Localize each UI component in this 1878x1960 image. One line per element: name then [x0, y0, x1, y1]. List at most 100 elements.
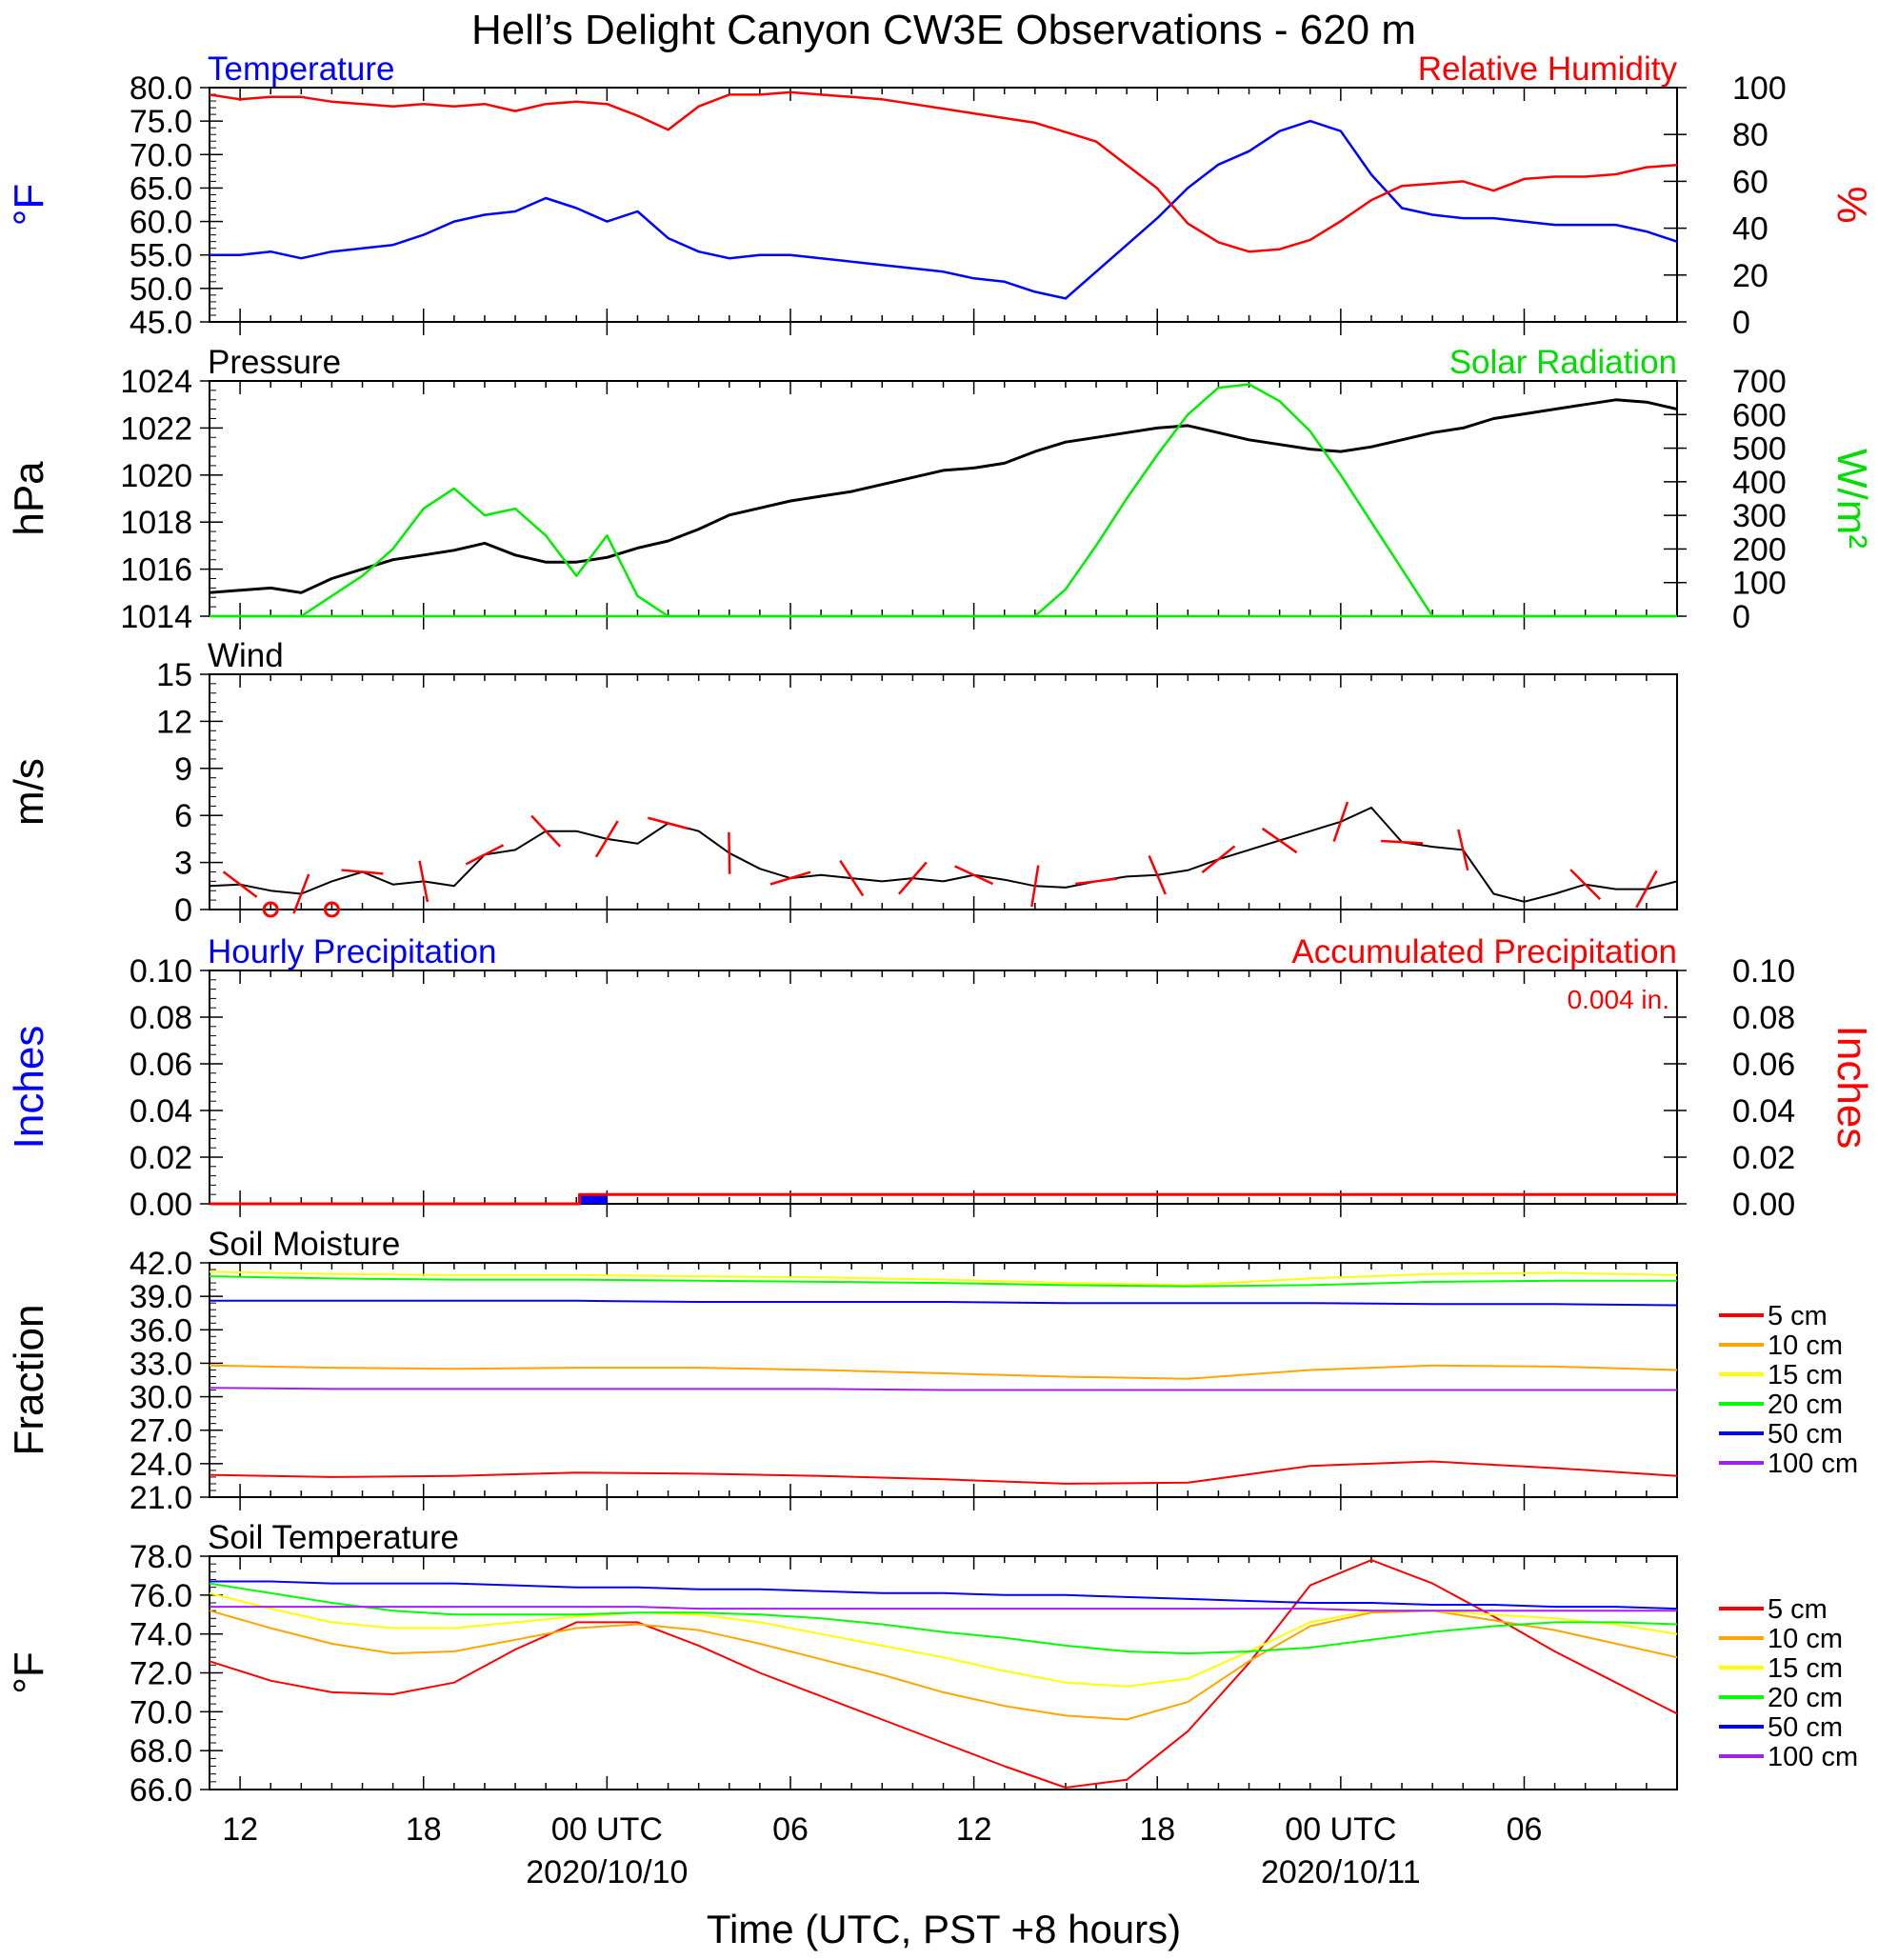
y-tick-label-right: 20: [1732, 258, 1768, 294]
wind-barb: [1569, 869, 1602, 901]
y-tick-label-left: 68.0: [130, 1733, 192, 1770]
y-tick-label-right: 400: [1732, 465, 1787, 501]
y-tick-label-left: 1022: [120, 410, 192, 447]
soil-series-line: [209, 1364, 1678, 1380]
soil-series-line: [209, 1275, 1677, 1288]
y-tick-label-left: 12: [156, 704, 192, 740]
y-tick-label-left: 0: [174, 892, 192, 929]
y-axis-label-left: °F: [6, 184, 52, 226]
y-tick-label-left: 6: [174, 798, 192, 834]
wind-barb: [1075, 877, 1118, 886]
x-tick-label: 06: [772, 1811, 809, 1848]
panel-frame: [209, 673, 1678, 923]
y-tick-label-right: 300: [1732, 498, 1787, 534]
y-tick-label-right: 0.04: [1732, 1093, 1795, 1130]
y-tick-label-left: 30.0: [130, 1380, 192, 1416]
wind-speed-line: [209, 807, 1678, 903]
y-tick-label-right: 0: [1732, 599, 1750, 635]
legend-label: 15 cm: [1768, 1653, 1843, 1684]
panel-title-left: Wind: [208, 637, 284, 674]
legend-label: 5 cm: [1768, 1594, 1828, 1625]
y-tick-label-right: 0.08: [1732, 1000, 1795, 1036]
legend-label: 15 cm: [1768, 1360, 1843, 1390]
y-tick-label-right: 0: [1732, 305, 1750, 341]
panel-title-left: Soil Moisture: [208, 1226, 400, 1263]
soil-series-line: [209, 1559, 1678, 1789]
x-tick-label: 12: [956, 1811, 992, 1848]
x-tick-label: 18: [1139, 1811, 1175, 1848]
x-tick-label: 18: [406, 1811, 442, 1848]
legend-label: 50 cm: [1768, 1419, 1843, 1450]
y-tick-label-left: 72.0: [130, 1656, 192, 1692]
wind-barb: [418, 860, 430, 903]
y-tick-label-right: 0.06: [1732, 1047, 1795, 1083]
legend-label: 20 cm: [1768, 1683, 1843, 1713]
y-tick-label-left: 50.0: [130, 271, 192, 308]
soil-series-line: [210, 1580, 1678, 1610]
x-tick-label: 00 UTC: [551, 1811, 663, 1848]
y-tick-label-right: 600: [1732, 397, 1787, 433]
y-tick-label-left: 66.0: [130, 1772, 192, 1809]
wind-barb: [1381, 839, 1424, 845]
panel-title-left: Pressure: [208, 344, 341, 381]
y-axis-label-left: Fraction: [6, 1305, 52, 1456]
y-tick-label-right: 80: [1732, 117, 1768, 153]
wind-barb: [1261, 827, 1298, 854]
y-tick-label-right: 60: [1732, 164, 1768, 200]
legend-label: 100 cm: [1768, 1742, 1858, 1772]
wind-barb: [898, 861, 928, 895]
y-tick-label-left: 27.0: [130, 1413, 192, 1450]
y-axis-label-left: m/s: [6, 758, 52, 826]
y-axis-label-right: W/m²: [1828, 449, 1875, 549]
wind-barb: [647, 816, 689, 830]
wind-barb: [1201, 845, 1236, 874]
wind-barb: [292, 873, 310, 914]
x-tick-date: 2020/10/11: [1261, 1854, 1421, 1890]
y-axis-label-left: °F: [6, 1651, 52, 1693]
y-tick-label-left: 0.08: [130, 1000, 192, 1036]
y-tick-label-right: 200: [1732, 531, 1787, 568]
calm-wind-marker: [262, 901, 279, 918]
humidity-line: [209, 90, 1678, 253]
y-tick-label-right: 40: [1732, 211, 1768, 248]
y-tick-label-left: 24.0: [130, 1447, 192, 1483]
soil-series-line: [209, 1270, 1678, 1287]
y-tick-label-left: 60.0: [130, 205, 192, 241]
figure-title: Hell’s Delight Canyon CW3E Observations …: [471, 7, 1416, 53]
legend-label: 50 cm: [1768, 1712, 1843, 1743]
y-tick-label-left: 1018: [120, 505, 192, 541]
wind-barb: [839, 859, 865, 897]
wind-barb: [1457, 829, 1469, 871]
y-tick-label-left: 0.02: [130, 1140, 192, 1176]
y-tick-label-left: 80.0: [130, 70, 192, 107]
y-tick-label-left: 1016: [120, 552, 192, 589]
panel-frame: [209, 87, 1678, 335]
accumulated-total-annotation: 0.004 in.: [1568, 985, 1669, 1014]
panel-title-right: Accumulated Precipitation: [1291, 933, 1677, 970]
y-tick-label-left: 74.0: [130, 1617, 192, 1653]
soil-series-line: [210, 1606, 1677, 1612]
soil-series-line: [210, 1299, 1678, 1307]
x-tick-label: 12: [222, 1811, 258, 1848]
soil-series-line: [209, 1460, 1678, 1485]
y-tick-label-left: 1014: [120, 599, 192, 635]
panel-title-left: Hourly Precipitation: [208, 933, 496, 970]
y-tick-label-left: 78.0: [130, 1539, 192, 1575]
legend-label: 20 cm: [1768, 1390, 1843, 1420]
wind-barb: [1635, 870, 1658, 909]
x-tick-label: 06: [1507, 1811, 1543, 1848]
wind-barb: [594, 820, 619, 858]
pressure-line: [209, 398, 1678, 594]
legend-label: 100 cm: [1768, 1449, 1858, 1479]
y-tick-label-left: 21.0: [130, 1480, 192, 1516]
legend-label: 10 cm: [1768, 1330, 1843, 1361]
y-tick-label-left: 76.0: [130, 1578, 192, 1614]
wind-barb: [1030, 865, 1040, 908]
y-axis-label-left: hPa: [6, 461, 52, 536]
wind-barb: [769, 870, 811, 886]
y-tick-label-right: 0.00: [1732, 1187, 1795, 1223]
panel-title-left: Temperature: [208, 50, 394, 88]
y-tick-label-left: 15: [156, 657, 192, 693]
y-tick-label-left: 0.00: [130, 1187, 192, 1223]
